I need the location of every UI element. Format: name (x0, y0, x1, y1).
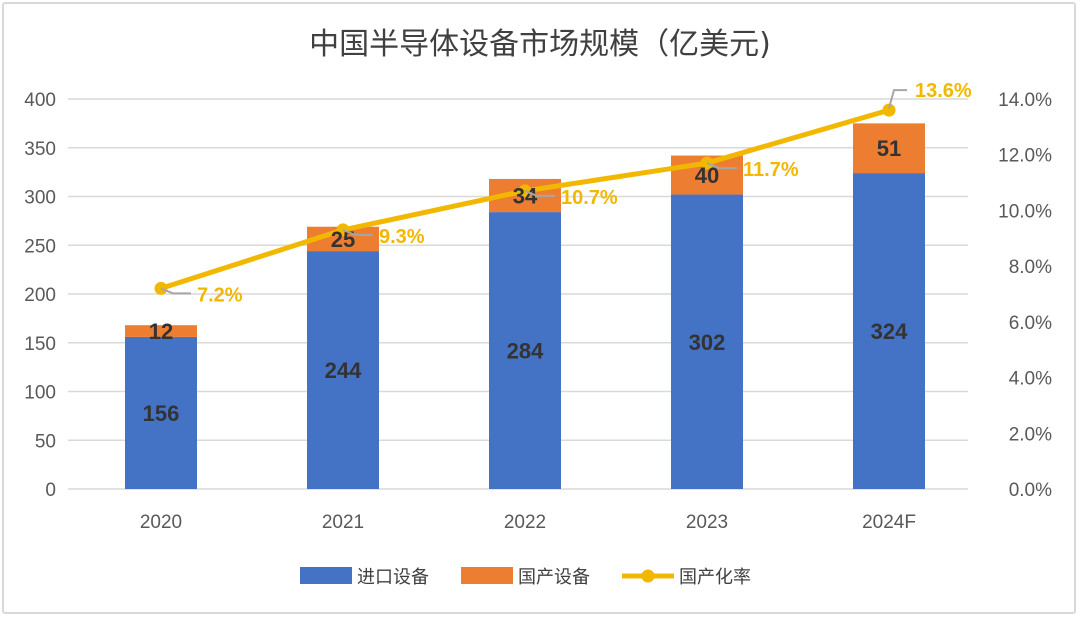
bar-imported (125, 336, 197, 489)
line-data-label: 10.7% (561, 187, 618, 209)
y-left-tick-label: 300 (24, 188, 56, 209)
bar-imported (671, 194, 743, 490)
y-left-tick-label: 0 (45, 480, 56, 501)
y-right-tick-label: 6.0% (1009, 313, 1052, 334)
x-tick-label: 2020 (140, 512, 182, 533)
bar-domestic (853, 123, 925, 174)
bar-data-label: 302 (689, 330, 726, 355)
leader-line (888, 89, 907, 109)
y-left-tick-label: 100 (24, 383, 56, 404)
x-tick-label: 2023 (686, 512, 728, 533)
legend-label: 国产设备 (518, 567, 590, 588)
bar-data-label: 34 (513, 184, 538, 209)
bar-data-label: 25 (331, 227, 355, 252)
line-point (882, 103, 896, 117)
y-right-tick-label: 12.0% (998, 146, 1052, 167)
bar-data-label: 51 (877, 136, 901, 161)
y-left-tick-label: 350 (24, 139, 56, 160)
bar-imported (853, 173, 925, 489)
y-right-tick-label: 2.0% (1009, 424, 1052, 445)
y-left-tick-label: 400 (24, 90, 56, 111)
y-left-tick-label: 150 (24, 334, 56, 355)
leader-line (524, 190, 555, 197)
y-left-tick-label: 250 (24, 236, 56, 257)
line-data-label: 9.3% (379, 226, 425, 248)
y-right-tick-label: 0.0% (1009, 480, 1052, 501)
bar-data-label: 324 (871, 319, 908, 344)
bar-data-label: 244 (325, 358, 362, 383)
bar-data-label: 284 (507, 339, 544, 364)
x-tick-label: 2021 (322, 512, 364, 533)
line-data-label: 11.7% (743, 159, 799, 181)
leader-line (342, 229, 373, 236)
y-right-tick-label: 8.0% (1009, 257, 1052, 278)
bar-domestic (125, 325, 197, 337)
x-tick-label: 2022 (504, 512, 546, 533)
bar-imported (489, 212, 561, 489)
legend-label: 国产化率 (679, 567, 751, 588)
legend-swatch (300, 567, 352, 584)
leader-line (706, 162, 737, 170)
y-left-tick-label: 50 (35, 431, 56, 452)
line-data-label: 13.6% (915, 80, 972, 102)
y-right-tick-label: 14.0% (998, 90, 1052, 111)
y-left-tick-label: 200 (24, 285, 56, 306)
bar-data-label: 12 (149, 319, 173, 344)
leader-line (160, 287, 191, 295)
legend-swatch (461, 567, 513, 584)
bar-imported (307, 251, 379, 489)
chart-title: 中国半导体设备市场规模（亿美元) (309, 27, 771, 62)
y-right-tick-label: 10.0% (998, 201, 1052, 222)
legend-label: 进口设备 (357, 567, 429, 588)
x-tick-label: 2024F (862, 512, 916, 533)
bar-data-label: 156 (143, 401, 180, 426)
line-data-label: 7.2% (197, 284, 243, 306)
y-right-tick-label: 4.0% (1009, 369, 1052, 390)
legend-marker (641, 569, 655, 583)
